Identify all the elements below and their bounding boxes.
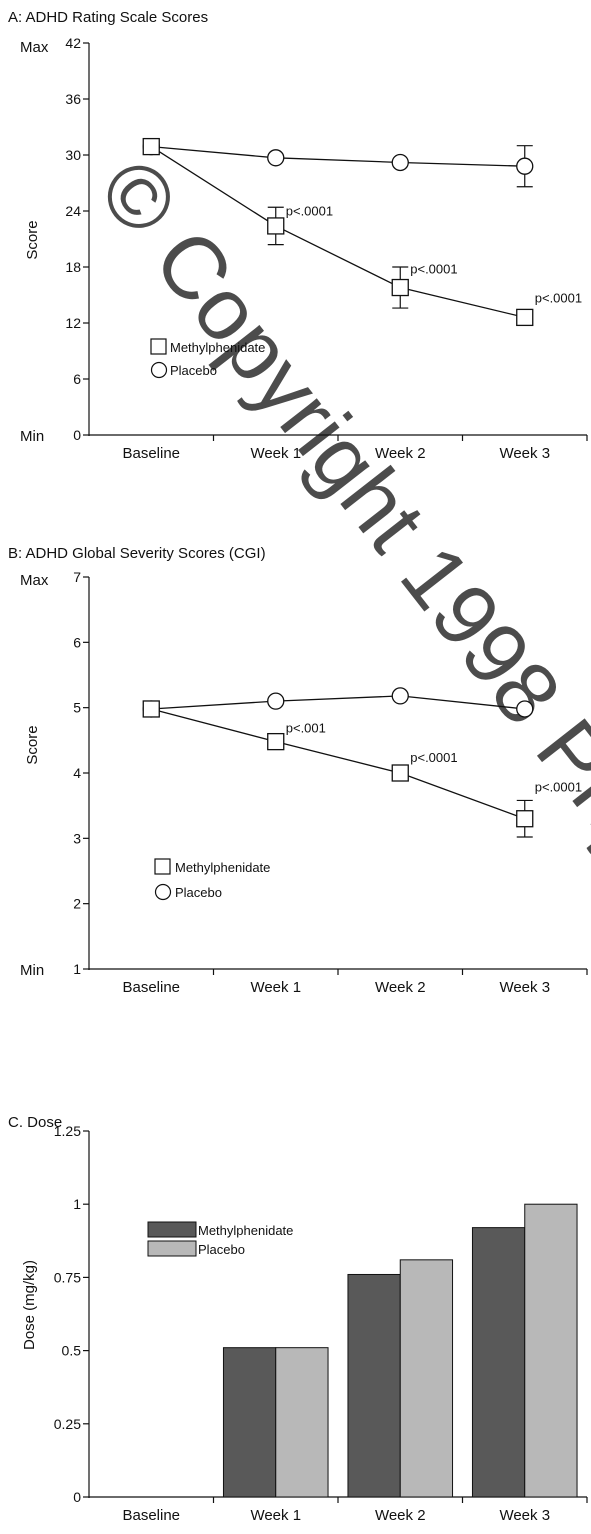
placebo-bar — [399, 1259, 454, 1498]
y-tick-label: 0 — [73, 427, 81, 443]
y-tick-label: 0.5 — [62, 1343, 82, 1359]
placebo-bar — [275, 1347, 329, 1498]
methylphenidate-point — [391, 764, 409, 782]
placebo-point — [516, 700, 534, 718]
chart-c-axes: 0 0.25 0.5 0.75 1 1.25 Baseline Week 1 Week 2 Wee… — [54, 1123, 588, 1524]
chart-a-plot: p<.0001 p<.0001 p<.0001 — [142, 137, 582, 327]
x-tick-label: Week 2 — [375, 979, 426, 996]
chart-c-plot — [222, 1203, 578, 1498]
legend-circle-marker — [154, 883, 172, 901]
chart-b-title: B: ADHD Global Severity Scores (CGI) — [8, 545, 266, 562]
chart-b: B: ADHD Global Severity Scores (CGI) Sco… — [8, 545, 588, 996]
x-tick-label: Week 2 — [375, 445, 426, 462]
x-tick-label: Baseline — [122, 1507, 180, 1524]
methylphenidate-point — [142, 137, 160, 156]
p-value-annotation: p<.0001 — [410, 750, 457, 765]
methylphenidate-point — [267, 217, 285, 235]
y-tick-label: 12 — [65, 315, 81, 331]
x-tick-label: Week 2 — [375, 1507, 426, 1524]
methylphenidate-line — [150, 146, 525, 319]
methylphenidate-line — [151, 708, 525, 820]
y-tick-label: 36 — [65, 91, 81, 107]
chart-b-max-label: Max — [20, 572, 49, 589]
y-tick-label: 5 — [73, 700, 81, 716]
p-value-annotation: p<.0001 — [535, 779, 582, 794]
placebo-bar — [524, 1203, 578, 1498]
chart-c-ylabel: Dose (mg/kg) — [21, 1260, 38, 1350]
y-tick-label: 0.25 — [54, 1416, 81, 1432]
chart-c-legend: Methylphenidate Placebo — [147, 1221, 293, 1257]
legend-label-methylphenidate: Methylphenidate — [198, 1223, 293, 1238]
chart-a-axes: 0 6 12 18 24 30 36 42 Baseline Week 1 Week 2 Week 3 — [65, 35, 588, 462]
y-tick-label: 1 — [73, 961, 81, 977]
y-tick-label: 6 — [73, 634, 81, 650]
x-tick-label: Week 1 — [250, 445, 301, 462]
legend-swatch-methylphenidate — [147, 1221, 197, 1238]
legend-square-marker — [154, 858, 171, 875]
y-tick-label: 0 — [73, 1489, 81, 1505]
p-value-annotation: p<.001 — [286, 720, 326, 735]
legend-label-methylphenidate: Methylphenidate — [175, 860, 270, 875]
placebo-point — [267, 692, 285, 710]
p-value-annotation: p<.0001 — [535, 290, 582, 305]
y-tick-label: 30 — [65, 147, 81, 163]
x-tick-label: Week 3 — [499, 1507, 550, 1524]
placebo-point — [391, 687, 409, 705]
methylphenidate-point — [516, 308, 534, 327]
y-tick-label: 6 — [73, 371, 81, 387]
methylphenidate-point — [391, 278, 409, 297]
p-value-annotation: p<.0001 — [410, 262, 457, 277]
placebo-line — [151, 695, 525, 710]
placebo-point — [391, 153, 409, 172]
legend-label-placebo: Placebo — [175, 885, 222, 900]
y-tick-label: 1.25 — [54, 1123, 81, 1139]
y-tick-label: 1 — [73, 1196, 81, 1212]
chart-c-title: C. Dose — [8, 1114, 62, 1131]
x-tick-label: Baseline — [122, 979, 180, 996]
p-value-annotation: p<.0001 — [286, 204, 333, 219]
x-tick-label: Week 1 — [250, 979, 301, 996]
methylphenidate-bar — [222, 1347, 277, 1498]
placebo-point — [267, 149, 285, 167]
methylphenidate-point — [142, 700, 160, 718]
placebo-point — [516, 157, 534, 175]
y-tick-label: 0.75 — [54, 1269, 81, 1285]
chart-b-legend: Methylphenidate Placebo — [154, 858, 270, 901]
chart-a-legend: Methylphenidate Placebo — [150, 338, 265, 379]
chart-a-max-label: Max — [20, 39, 49, 56]
y-tick-label: 4 — [73, 765, 81, 781]
legend-label-placebo: Placebo — [170, 363, 217, 378]
methylphenidate-point — [516, 810, 534, 828]
chart-a-min-label: Min — [20, 428, 44, 445]
y-tick-label: 3 — [73, 830, 81, 846]
legend-circle-marker — [150, 361, 168, 379]
x-tick-label: Week 3 — [499, 979, 550, 996]
chart-a: A: ADHD Rating Scale Scores Score Max Mi… — [8, 9, 588, 462]
y-tick-label: 18 — [65, 259, 81, 275]
chart-a-ylabel: Score — [24, 220, 41, 259]
chart-b-min-label: Min — [20, 962, 44, 979]
methylphenidate-bar — [347, 1273, 401, 1498]
chart-b-plot: p<.001 p<.0001 p<.0001 — [142, 687, 582, 838]
y-tick-label: 24 — [65, 203, 81, 219]
y-tick-label: 7 — [73, 569, 81, 585]
placebo-line — [151, 145, 525, 167]
chart-b-ylabel: Score — [24, 725, 41, 764]
chart-a-title: A: ADHD Rating Scale Scores — [8, 9, 208, 26]
legend-square-marker — [150, 338, 167, 355]
methylphenidate-point — [267, 732, 285, 751]
chart-c: C. Dose Dose (mg/kg) 0 0.25 0.5 0.75 1 1.25 Ba… — [8, 1114, 588, 1524]
chart-b-axes: 1 2 3 4 5 6 7 Baseline Week 1 Week 2 Week 3 — [73, 569, 588, 996]
y-tick-label: 42 — [65, 35, 81, 51]
x-tick-label: Week 1 — [250, 1507, 301, 1524]
x-tick-label: Baseline — [122, 445, 180, 462]
legend-label-placebo: Placebo — [198, 1242, 245, 1257]
methylphenidate-bar — [471, 1227, 526, 1498]
x-tick-label: Week 3 — [499, 445, 550, 462]
y-tick-label: 2 — [73, 896, 81, 912]
legend-label-methylphenidate: Methylphenidate — [170, 340, 265, 355]
legend-swatch-placebo — [147, 1240, 197, 1257]
